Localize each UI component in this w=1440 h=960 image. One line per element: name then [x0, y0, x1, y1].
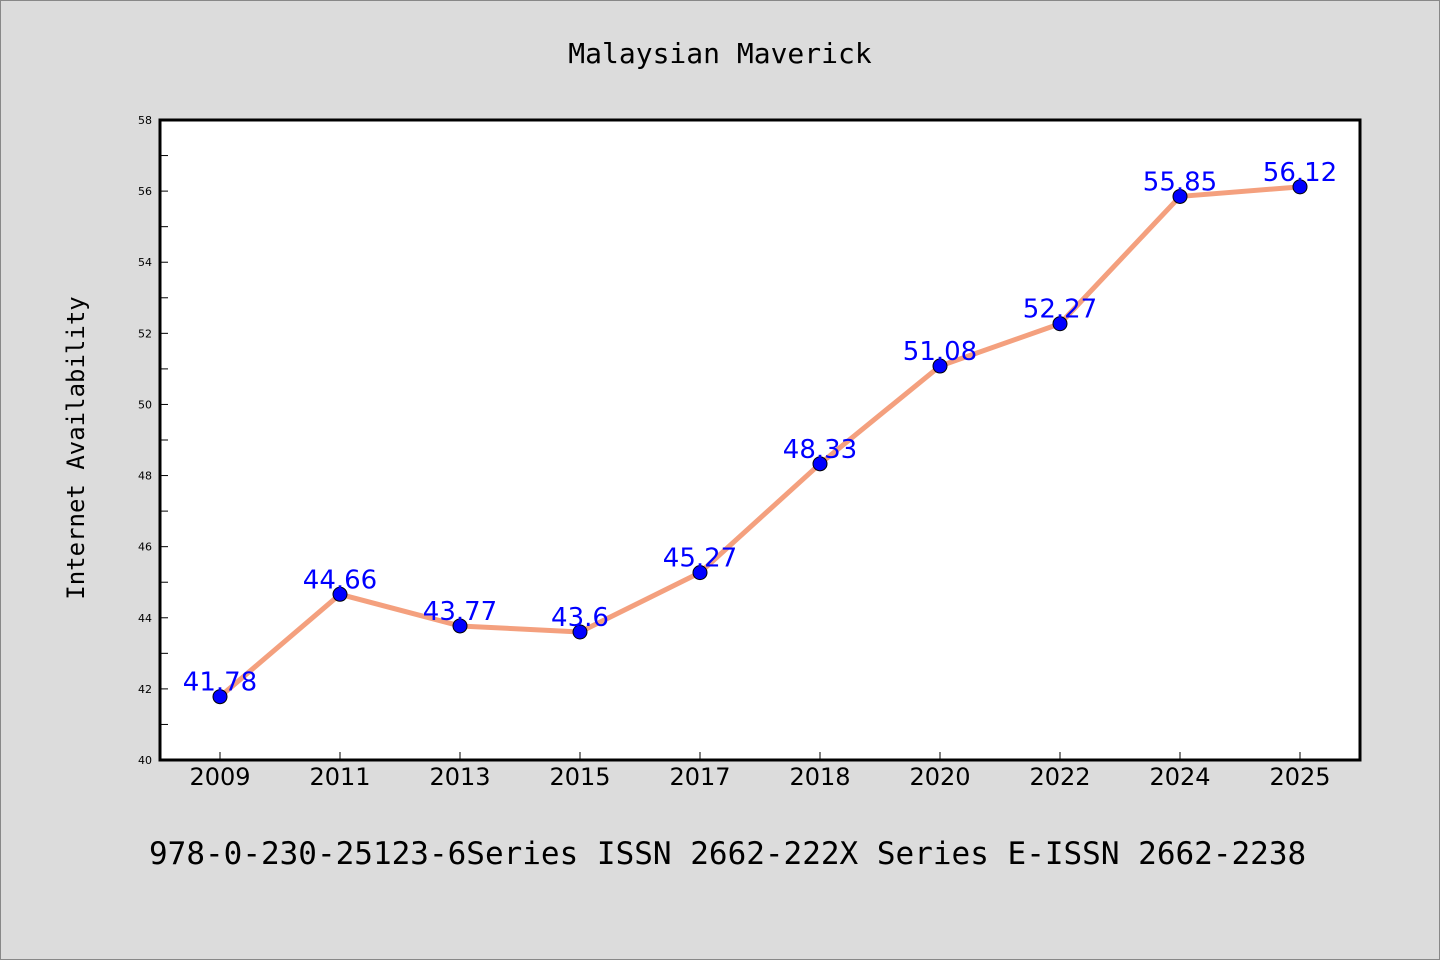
data-point [1292, 179, 1308, 195]
x-tick-label: 2017 [669, 763, 730, 791]
x-tick-label: 2009 [189, 763, 250, 791]
y-tick-label: 44 [138, 612, 152, 625]
data-label: 48.33 [783, 435, 857, 465]
data-point [1052, 316, 1068, 332]
data-label: 41.78 [183, 668, 257, 698]
data-point [692, 565, 708, 581]
plot-area [158, 118, 1362, 762]
y-tick-label: 58 [138, 114, 152, 127]
data-point [572, 624, 588, 640]
chart-title: Malaysian Maverick [568, 37, 872, 70]
footer-text: 978-0-230-25123-6Series ISSN 2662-222X S… [149, 836, 1306, 872]
data-label: 44.66 [303, 565, 377, 595]
x-tick-label: 2024 [1149, 763, 1210, 791]
y-axis-label: Internet Availability [62, 296, 90, 599]
y-axis: 40 42 44 46 48 50 52 54 56 58 [138, 114, 168, 767]
x-tick-label: 2022 [1029, 763, 1090, 791]
data-point [212, 689, 228, 705]
data-point [1172, 188, 1188, 204]
data-label: 45.27 [663, 544, 737, 574]
x-tick-label: 2011 [309, 763, 370, 791]
y-tick-label: 52 [138, 327, 152, 340]
x-tick-label: 2018 [789, 763, 850, 791]
y-tick-label: 54 [138, 256, 152, 269]
data-label: 43.6 [551, 603, 609, 633]
data-label: 56.12 [1263, 158, 1337, 188]
y-tick-label: 48 [138, 470, 152, 483]
x-tick-label: 2025 [1269, 763, 1330, 791]
x-axis: 2009 2011 2013 2015 2017 2018 2020 2022 2024 2025 [189, 752, 1331, 791]
series-group: 41.78 44.66 43.77 43.6 45.27 48.33 51.08 52.27 5… [183, 158, 1337, 705]
x-tick-label: 2020 [909, 763, 970, 791]
data-point [812, 456, 828, 472]
data-point [332, 586, 348, 602]
data-label: 52.27 [1023, 295, 1097, 325]
y-tick-label: 56 [138, 185, 152, 198]
y-tick-label: 50 [138, 398, 152, 411]
y-tick-label: 42 [138, 683, 152, 696]
data-label: 51.08 [903, 337, 977, 367]
data-point [932, 358, 948, 374]
series-line [217, 184, 1303, 700]
x-tick-label: 2013 [429, 763, 490, 791]
data-point [452, 618, 468, 634]
data-label: 55.85 [1143, 167, 1217, 197]
y-tick-label: 46 [138, 541, 152, 554]
y-tick-label: 40 [138, 754, 152, 767]
data-label: 43.77 [423, 597, 497, 627]
x-tick-label: 2015 [549, 763, 610, 791]
